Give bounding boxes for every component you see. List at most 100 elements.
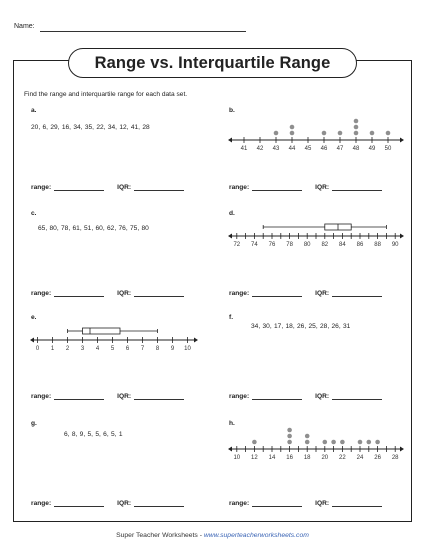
- tick-label: 50: [385, 146, 392, 150]
- data-dot: [337, 130, 343, 136]
- name-line[interactable]: [40, 31, 246, 32]
- iqr-label: IQR:: [315, 184, 330, 191]
- iqr-answer-line[interactable]: [332, 393, 383, 400]
- data-dot: [322, 439, 328, 445]
- iqr-answer-line[interactable]: [134, 500, 185, 507]
- data-dot: [289, 124, 295, 130]
- tick-label: 18: [304, 455, 311, 461]
- tick-label: 82: [321, 242, 328, 248]
- problem-b-dot-plot: 41 42 43 44 45 46 47 48 49 50: [228, 118, 404, 150]
- problem-f-answer: range: IQR:: [229, 393, 383, 400]
- tick-label: 45: [305, 146, 312, 150]
- range-answer-line[interactable]: [54, 393, 105, 400]
- tick-label: 12: [251, 455, 258, 461]
- problem-c-answer: range: IQR:: [31, 290, 185, 297]
- tick-label: 88: [374, 242, 381, 248]
- iqr-label: IQR:: [315, 393, 330, 400]
- data-dot: [287, 439, 292, 445]
- problem-c-label: c.: [31, 210, 37, 217]
- tick-label: 84: [339, 242, 346, 248]
- range-label: range:: [31, 184, 52, 191]
- range-label: range:: [31, 500, 52, 507]
- tick-label: 86: [357, 242, 364, 248]
- axis-arrow-left: [30, 337, 34, 343]
- tick-label: 20: [321, 455, 328, 461]
- iqr-answer-line[interactable]: [134, 290, 185, 297]
- footer-separator: -: [197, 532, 204, 539]
- problem-a-answer: range: IQR:: [31, 184, 185, 191]
- iqr-answer-line[interactable]: [332, 290, 383, 297]
- iqr-answer-line[interactable]: [134, 393, 185, 400]
- tick-label: 3: [81, 346, 85, 352]
- data-dot: [375, 439, 380, 445]
- range-label: range:: [31, 393, 52, 400]
- iqr-label: IQR:: [117, 393, 132, 400]
- axis-arrow-right: [400, 233, 404, 239]
- instructions: Find the range and interquartile range f…: [24, 91, 188, 98]
- range-answer-line[interactable]: [54, 500, 105, 507]
- data-dot: [353, 124, 359, 130]
- footer-link[interactable]: www.superteacherworksheets.com: [203, 532, 309, 539]
- tick-label: 78: [286, 242, 293, 248]
- tick-label: 43: [273, 146, 280, 150]
- data-dot: [304, 439, 310, 445]
- data-dot: [289, 130, 295, 136]
- data-dot: [304, 433, 310, 439]
- data-dot: [340, 439, 345, 445]
- axis-arrow-left: [228, 446, 232, 452]
- tick-label: 22: [339, 455, 346, 461]
- problem-c-data: 65, 80, 78, 61, 51, 60, 62, 76, 75, 80: [38, 225, 149, 232]
- tick-label: 14: [269, 455, 276, 461]
- range-answer-line[interactable]: [252, 393, 303, 400]
- data-dot: [357, 439, 363, 445]
- problem-f-data: 34, 30, 17, 18, 26, 25, 28, 26, 31: [251, 323, 351, 330]
- problem-d-box-plot: 72 74 76 78 80 82 84 86 88 90: [228, 223, 404, 248]
- tick-label: 16: [286, 455, 293, 461]
- problem-d-answer: range: IQR:: [229, 290, 383, 297]
- tick-label: 9: [171, 346, 175, 352]
- problem-h-dot-plot: 10 12 14 16 18 20 22 24 26 28: [228, 427, 404, 461]
- data-dot: [287, 433, 292, 439]
- range-label: range:: [229, 393, 250, 400]
- tick-label: 42: [257, 146, 264, 150]
- data-dot: [321, 130, 327, 136]
- tick-label: 74: [251, 242, 258, 248]
- range-answer-line[interactable]: [252, 290, 303, 297]
- axis-arrow-left: [228, 233, 232, 239]
- tick-label: 26: [374, 455, 381, 461]
- problem-f-label: f.: [229, 314, 234, 321]
- data-dot: [385, 130, 391, 136]
- range-answer-line[interactable]: [54, 290, 105, 297]
- range-label: range:: [229, 290, 250, 297]
- tick-label: 0: [36, 346, 40, 352]
- problem-e-box-plot: 0 1 2 3 4 5 6 7 8 9 10: [30, 327, 198, 352]
- axis-arrow-right: [400, 137, 404, 143]
- footer: Super Teacher Worksheets - www.superteac…: [0, 532, 425, 539]
- data-dot: [353, 118, 359, 124]
- data-dot: [366, 439, 372, 445]
- name-label: Name:: [14, 23, 35, 30]
- range-answer-line[interactable]: [54, 184, 105, 191]
- tick-label: 10: [233, 455, 240, 461]
- iqr-label: IQR:: [117, 500, 132, 507]
- range-answer-line[interactable]: [252, 184, 303, 191]
- tick-label: 49: [369, 146, 376, 150]
- iqr-label: IQR:: [117, 290, 132, 297]
- tick-label: 7: [141, 346, 145, 352]
- iqr-label: IQR:: [315, 290, 330, 297]
- problem-e-label: e.: [31, 314, 37, 321]
- tick-label: 4: [96, 346, 100, 352]
- data-dot: [273, 130, 279, 136]
- problem-g-label: g.: [31, 420, 37, 427]
- tick-label: 8: [156, 346, 160, 352]
- iqr-answer-line[interactable]: [332, 500, 383, 507]
- iqr-answer-line[interactable]: [332, 184, 383, 191]
- page-title: Range vs. Interquartile Range: [68, 48, 357, 78]
- range-answer-line[interactable]: [252, 500, 303, 507]
- problem-b-label: b.: [229, 107, 235, 114]
- axis-arrow-right: [194, 337, 198, 343]
- iqr-answer-line[interactable]: [134, 184, 185, 191]
- data-dot: [369, 130, 375, 136]
- tick-label: 72: [233, 242, 240, 248]
- tick-label: 80: [304, 242, 311, 248]
